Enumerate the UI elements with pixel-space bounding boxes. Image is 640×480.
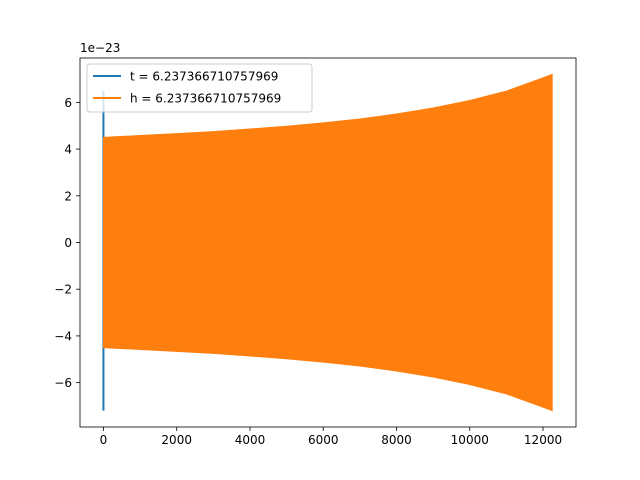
x-tick-label: 4000 (235, 433, 266, 447)
y-axis: −6 −4 −2 0 2 4 6 (54, 96, 80, 390)
x-tick-label: 2000 (161, 433, 192, 447)
legend: t = 6.237366710757969 h = 6.237366710757… (86, 63, 313, 113)
x-tick-label: 12000 (524, 433, 562, 447)
plot-area (102, 73, 553, 412)
y-tick-label: −6 (54, 376, 72, 390)
y-tick-label: 0 (64, 236, 72, 250)
x-tick-label: 8000 (381, 433, 412, 447)
x-tick-label: 0 (100, 433, 108, 447)
y-tick-label: 2 (64, 189, 72, 203)
y-tick-label: −4 (54, 329, 72, 343)
y-tick-label: 6 (64, 96, 72, 110)
legend-box (86, 63, 313, 113)
x-tick-label: 6000 (308, 433, 339, 447)
legend-label-h-series: h = 6.237366710757969 (130, 92, 281, 106)
legend-label-t-series: t = 6.237366710757969 (130, 70, 278, 84)
y-tick-label: −2 (54, 283, 72, 297)
x-axis: 0 2000 4000 6000 8000 10000 12000 (100, 427, 562, 447)
y-axis-scale-label: 1e−23 (80, 41, 120, 55)
series-h-envelope (102, 73, 553, 412)
y-tick-label: 4 (64, 143, 72, 157)
x-tick-label: 10000 (451, 433, 489, 447)
